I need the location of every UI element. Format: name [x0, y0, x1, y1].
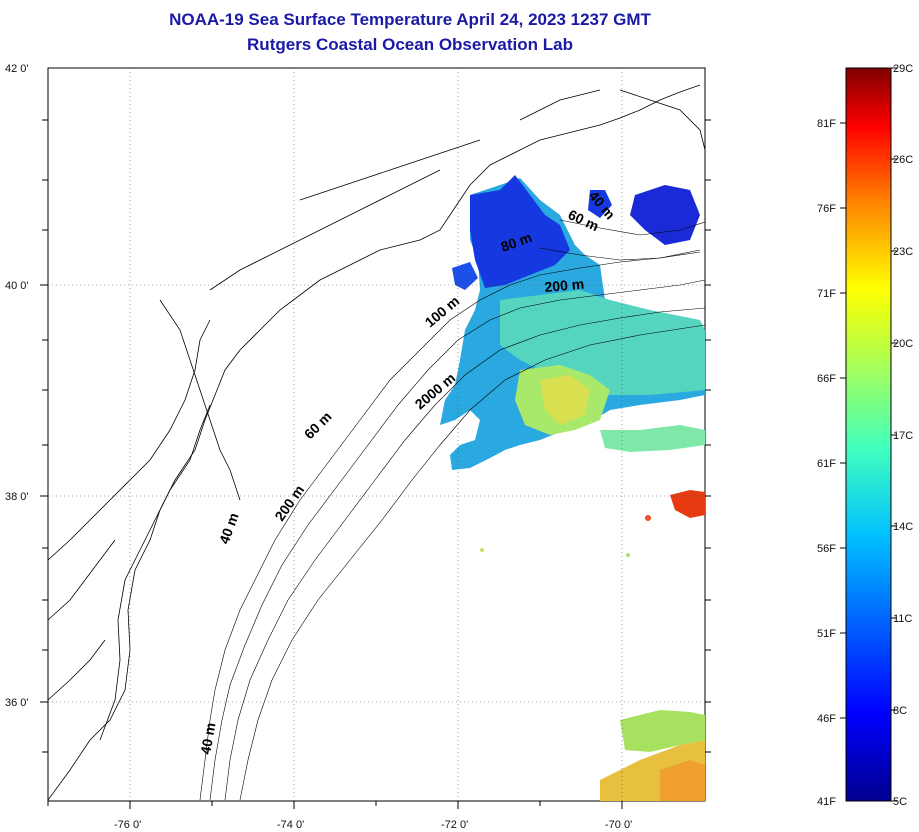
map-title: NOAA-19 Sea Surface Temperature April 24…	[169, 10, 651, 29]
colorbar-c-label: 23C	[893, 246, 913, 258]
colorbar-f-label: 76F	[817, 203, 836, 215]
colorbar-c-label: 5C	[893, 796, 907, 808]
colorbar-c-label: 8C	[893, 705, 907, 717]
lat-label: 42 0'	[5, 63, 29, 75]
colorbar-f-label: 41F	[817, 796, 836, 808]
colorbar-f-label: 51F	[817, 628, 836, 640]
map-panel[interactable]: 40 m 60 m 80 m 200 m 100 m 2000 m 60 m 2…	[5, 63, 711, 831]
sst-data-layer	[440, 175, 705, 801]
lat-label: 40 0'	[5, 280, 29, 292]
colorbar-c-label: 14C	[893, 521, 913, 533]
colorbar-c-label: 17C	[893, 430, 913, 442]
colorbar-f-label: 46F	[817, 713, 836, 725]
colorbar-f-label: 56F	[817, 543, 836, 555]
map-subtitle: Rutgers Coastal Ocean Observation Lab	[247, 35, 573, 54]
lon-label: -70 0'	[605, 819, 632, 831]
colorbar-c-label: 26C	[893, 154, 913, 166]
lat-label: 36 0'	[5, 697, 29, 709]
colorbar-c-label: 11C	[893, 613, 912, 625]
lon-label: -72 0'	[441, 819, 468, 831]
depth-label: 200 m	[544, 276, 585, 295]
graticule	[48, 68, 705, 801]
colorbar: 81F 76F 71F 66F 61F 56F 51F 46F 41F 29C …	[817, 63, 913, 808]
colorbar-f-label: 66F	[817, 373, 836, 385]
lon-label: -76 0'	[114, 819, 141, 831]
colorbar-c-label: 29C	[893, 63, 913, 75]
colorbar-f-label: 81F	[817, 118, 836, 130]
colorbar-c-label: 20C	[893, 338, 913, 350]
colorbar-f-label: 61F	[817, 458, 836, 470]
lat-label: 38 0'	[5, 491, 29, 503]
bathymetry-contours	[199, 219, 705, 801]
colorbar-gradient	[845, 67, 892, 802]
axis-ticks	[40, 119, 711, 809]
coastline-layer	[48, 84, 705, 801]
depth-label: 40 m	[197, 721, 218, 755]
lon-label: -74 0'	[277, 819, 304, 831]
colorbar-f-label: 71F	[817, 288, 836, 300]
